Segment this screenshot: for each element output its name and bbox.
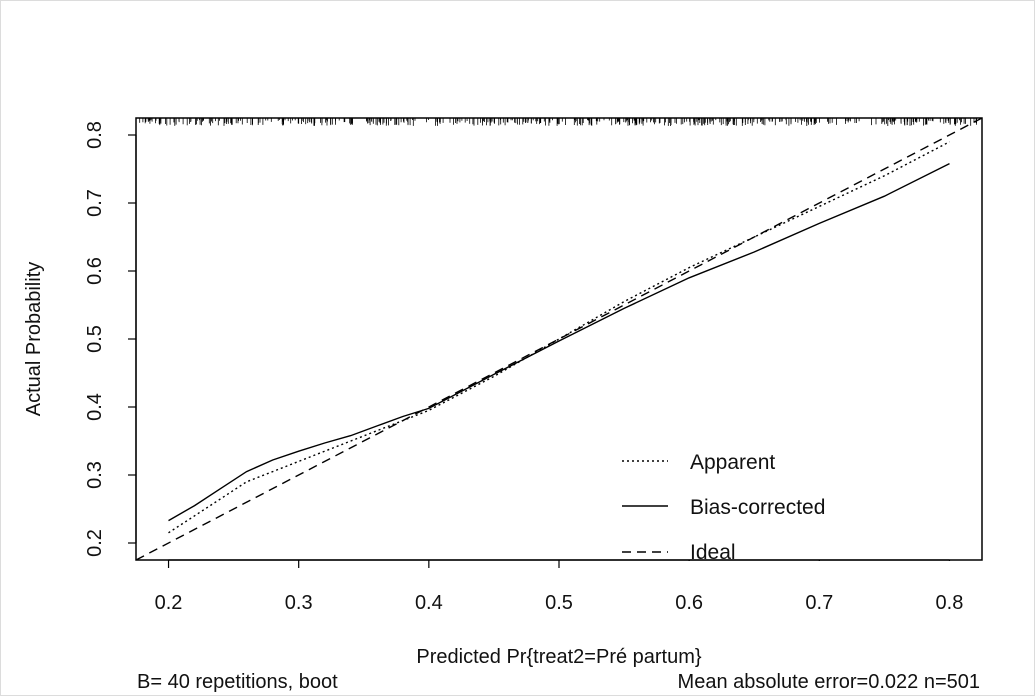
legend-label-ideal: Ideal [690, 541, 736, 564]
rug-marks [139, 118, 977, 126]
y-tick-label: 0.7 [84, 189, 106, 217]
series-lines [135, 117, 983, 561]
x-tick-label: 0.2 [155, 592, 183, 614]
series-line-bias-corrected [168, 162, 950, 522]
series-line-ideal [135, 117, 983, 561]
y-tick-label: 0.8 [84, 121, 106, 149]
footer-left: B= 40 repetitions, boot [137, 671, 338, 693]
x-axis: 0.2 0.3 0.4 0.5 0.6 0.7 0.8 [155, 559, 964, 614]
x-tick-label: 0.6 [675, 592, 703, 614]
series-line-apparent [168, 141, 950, 534]
legend-clip-mask [600, 561, 980, 569]
x-tick-label: 0.3 [285, 592, 313, 614]
legend: Apparent Bias-corrected Ideal [622, 451, 825, 564]
x-tick-label: 0.4 [415, 592, 443, 614]
x-tick-label: 0.7 [805, 592, 833, 614]
y-tick-label: 0.3 [84, 461, 106, 489]
x-axis-label: Predicted Pr{treat2=Pré partum} [416, 646, 701, 668]
y-tick-label: 0.2 [84, 529, 106, 557]
y-axis: 0.2 0.3 0.4 0.5 0.6 0.7 0.8 [84, 121, 137, 557]
y-tick-label: 0.5 [84, 325, 106, 353]
x-tick-label: 0.5 [545, 592, 573, 614]
footer-right: Mean absolute error=0.022 n=501 [678, 671, 980, 693]
y-axis-label: Actual Probability [23, 262, 45, 417]
legend-label-bias-corrected: Bias-corrected [690, 496, 825, 519]
y-tick-label: 0.4 [84, 393, 106, 421]
y-tick-label: 0.6 [84, 257, 106, 285]
legend-label-apparent: Apparent [690, 451, 775, 474]
x-tick-label: 0.8 [936, 592, 964, 614]
